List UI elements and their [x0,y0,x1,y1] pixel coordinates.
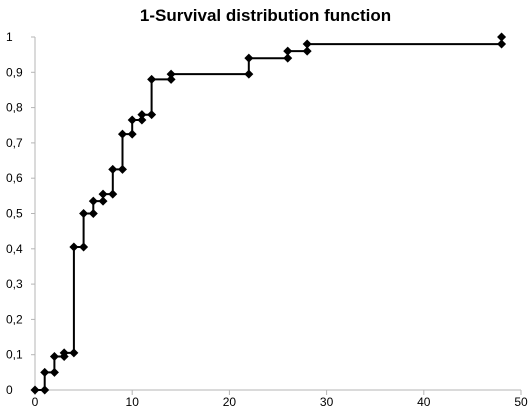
y-tick-label: 0,7 [6,136,23,150]
y-tick-label: 0,4 [6,242,23,256]
data-point-marker [98,196,108,206]
y-tick-label: 1 [6,30,13,44]
data-point-marker [40,367,50,377]
y-tick-label: 0,2 [6,312,23,326]
data-point-marker [108,189,118,199]
data-point-marker [283,46,293,56]
x-tick-label: 50 [514,395,528,409]
data-point-marker [40,385,50,395]
data-point-marker [59,348,69,358]
data-point-marker [244,69,254,79]
data-point-marker [69,242,79,252]
data-point-marker [127,129,137,139]
data-point-marker [79,209,89,218]
series-group [35,37,503,391]
data-point-marker [147,110,157,120]
x-tick-label: 30 [320,395,334,409]
data-point-marker [30,385,40,395]
x-tick-label: 0 [32,395,39,409]
y-tick-label: 0,6 [6,171,23,185]
y-tick-label: 0,1 [6,348,23,362]
data-point-marker [283,53,293,63]
data-point-marker [108,164,118,174]
data-point-marker [79,242,89,252]
data-point-marker [127,115,137,125]
data-point-marker [117,164,127,174]
chart-axes [34,37,521,391]
data-point-marker [137,110,147,120]
y-tick-label: 0,8 [6,101,23,115]
data-point-marker [49,367,59,377]
y-tick-label: 0 [6,383,13,397]
data-point-marker [117,129,127,139]
data-point-marker [88,196,98,206]
data-point-marker [166,74,176,84]
data-point-marker [302,46,312,56]
data-point-marker [88,209,98,218]
data-point-marker [497,32,507,42]
data-point-marker [244,53,254,63]
data-point-marker [302,39,312,49]
x-axis-ticks: 0 10 20 30 40 50 [32,390,528,409]
data-point-marker [49,351,59,361]
data-point-marker [137,115,147,125]
y-axis-ticks: 0 0,1 0,2 0,3 0,4 0,5 0,6 0,7 0,8 0,9 1 [6,30,35,397]
markers-group [30,32,507,395]
data-point-marker [69,348,79,358]
x-tick-label: 20 [223,395,237,409]
y-tick-label: 0,9 [6,65,23,79]
data-point-marker [497,39,507,49]
x-tick-label: 10 [126,395,140,409]
y-tick-label: 0,3 [6,277,23,291]
data-point-marker [147,74,157,84]
y-tick-label: 0,5 [6,207,23,221]
data-point-marker [98,189,108,199]
chart-title: 1-Survival distribution function [139,6,392,25]
series-line [35,37,503,391]
x-tick-label: 40 [417,395,431,409]
data-point-marker [166,69,176,79]
